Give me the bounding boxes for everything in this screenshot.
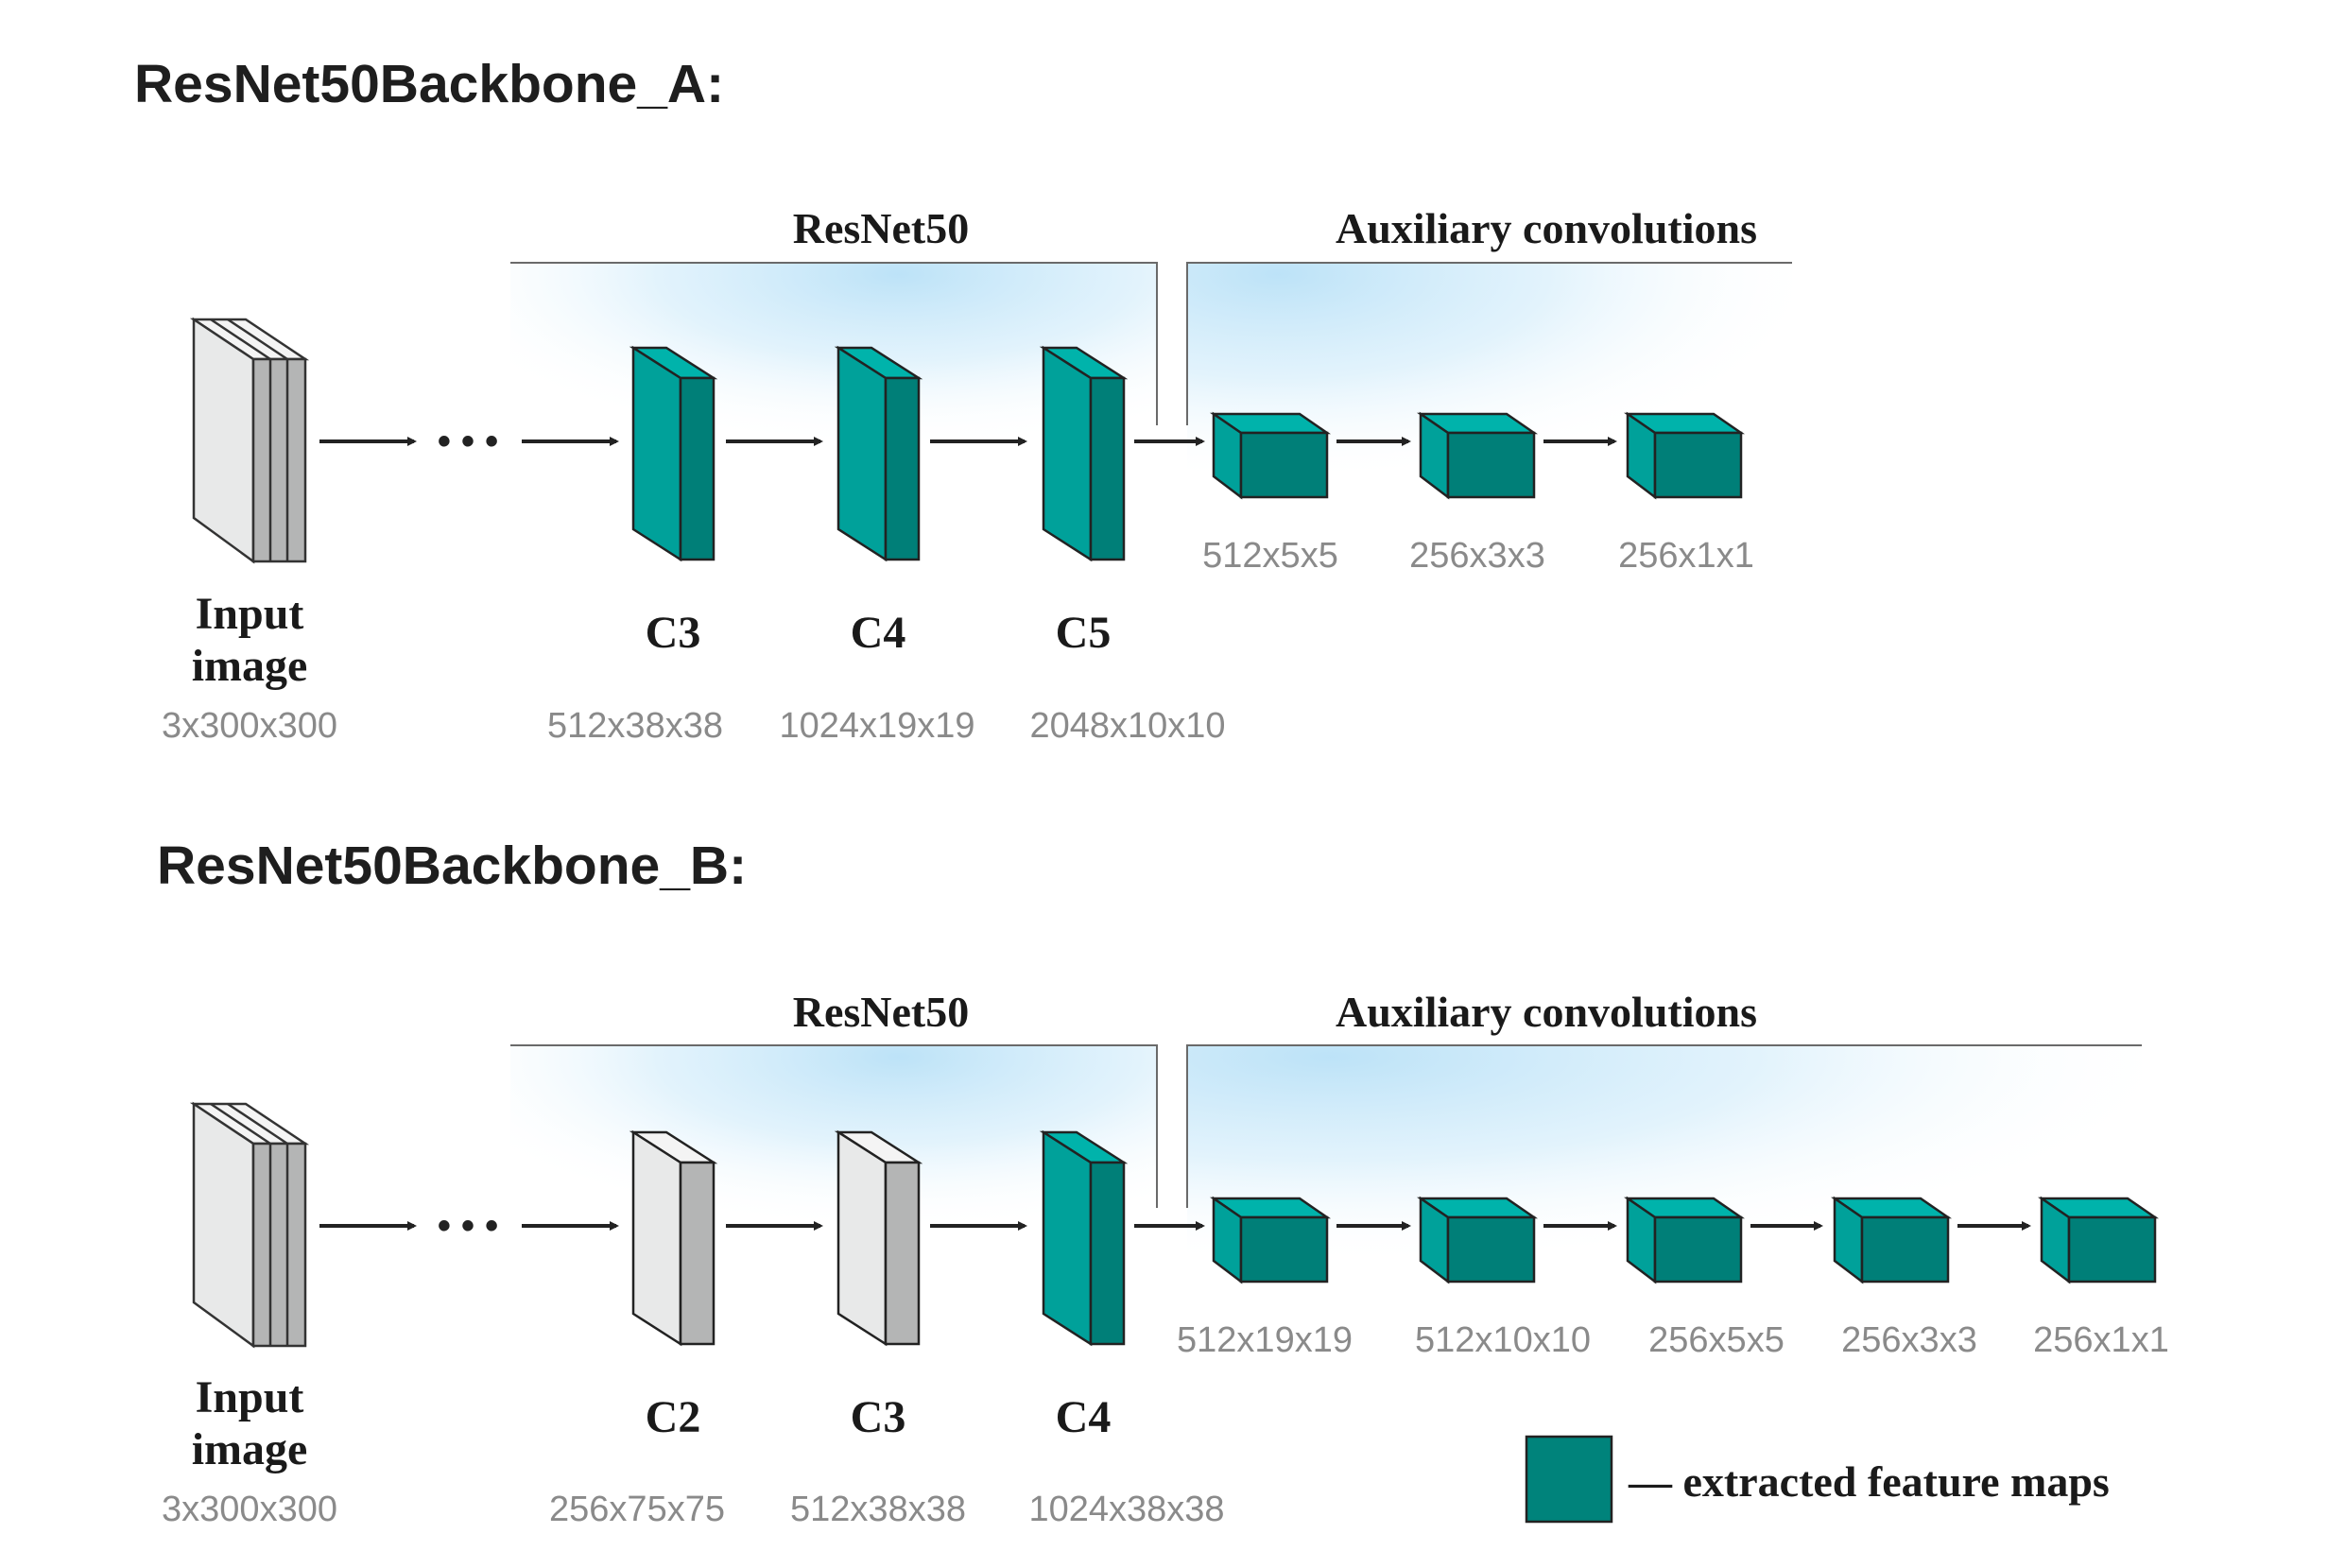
panel-a-aux-3	[1623, 411, 1746, 500]
panel-a-layer-c4	[834, 345, 923, 562]
panel-b-layer-c4	[1039, 1129, 1129, 1347]
panel-b-aux-5	[2037, 1196, 2160, 1284]
panel-b-resnet-label: ResNet50	[793, 988, 970, 1036]
panel-b-layer-c3	[834, 1129, 923, 1347]
panel-b-c2-label: C2	[646, 1392, 701, 1442]
panel-b-ellipsis: • • •	[438, 1205, 498, 1247]
panel-a-title: ResNet50Backbone_A:	[134, 54, 724, 114]
panel-b-aux1-dims: 512x19x19	[1177, 1320, 1353, 1360]
panel-b-input-label-2: image	[192, 1424, 308, 1474]
panel-a-resnet-bracket	[510, 262, 1158, 425]
panel-b-aux-4	[1830, 1196, 1953, 1284]
panel-a-input-label-2: image	[192, 641, 308, 691]
panel-a-input-label-1: Input	[196, 589, 304, 639]
legend-swatch	[1525, 1435, 1613, 1524]
panel-a-c3-label: C3	[646, 608, 701, 658]
panel-b-aux3-dims: 256x5x5	[1648, 1320, 1785, 1360]
panel-a-aux3-dims: 256x1x1	[1618, 536, 1754, 576]
panel-a-c5-dims: 2048x10x10	[1029, 706, 1225, 746]
panel-b: ResNet50Backbone_B: ResNet50 Auxiliary c…	[157, 836, 2169, 1529]
legend: — extracted feature maps	[1525, 1435, 2110, 1524]
panel-a-aux-2	[1416, 411, 1539, 500]
panel-b-c4-label: C4	[1056, 1392, 1112, 1442]
panel-b-c2-dims: 256x75x75	[549, 1490, 725, 1529]
panel-b-resnet-bracket	[510, 1044, 1158, 1208]
panel-b-c4-dims: 1024x38x38	[1028, 1490, 1224, 1529]
panel-a-resnet-label: ResNet50	[793, 204, 970, 252]
panel-b-input-image-stack	[189, 1101, 310, 1349]
panel-b-title: ResNet50Backbone_B:	[157, 836, 747, 896]
panel-a-layer-c5	[1039, 345, 1129, 562]
panel-b-layer-c2	[629, 1129, 718, 1347]
panel-a-c4-label: C4	[851, 608, 906, 658]
panel-b-aux-label: Auxiliary convolutions	[1336, 988, 1757, 1036]
panel-b-aux-3	[1623, 1196, 1746, 1284]
panel-a-aux-label: Auxiliary convolutions	[1336, 204, 1757, 252]
panel-a-aux1-dims: 512x5x5	[1202, 536, 1338, 576]
panel-a-input-image-stack	[189, 317, 310, 564]
panel-b-input-label-1: Input	[196, 1372, 304, 1422]
panel-a-c3-dims: 512x38x38	[547, 706, 723, 746]
panel-a-c4-dims: 1024x19x19	[779, 706, 974, 746]
panel-a-aux-1	[1209, 411, 1332, 500]
panel-b-c3-dims: 512x38x38	[790, 1490, 966, 1529]
panel-b-aux-1	[1209, 1196, 1332, 1284]
panel-b-input-dims: 3x300x300	[162, 1490, 337, 1529]
panel-a-aux-bracket	[1186, 262, 1792, 425]
panel-b-c3-label: C3	[851, 1392, 906, 1442]
panel-b-aux2-dims: 512x10x10	[1415, 1320, 1591, 1360]
panel-b-aux-bracket	[1186, 1044, 2142, 1208]
panel-a-aux2-dims: 256x3x3	[1409, 536, 1545, 576]
panel-b-aux-2	[1416, 1196, 1539, 1284]
panel-a-ellipsis: • • •	[438, 421, 498, 462]
panel-b-aux5-dims: 256x1x1	[2033, 1320, 2169, 1360]
panel-a-layer-c3	[629, 345, 718, 562]
panel-b-aux4-dims: 256x3x3	[1841, 1320, 1977, 1360]
panel-a-input-dims: 3x300x300	[162, 706, 337, 746]
panel-a-c5-label: C5	[1056, 608, 1112, 658]
legend-text: — extracted feature maps	[1628, 1457, 2110, 1506]
panel-a: ResNet50Backbone_A: ResNet50 Auxiliary c…	[134, 54, 1792, 746]
